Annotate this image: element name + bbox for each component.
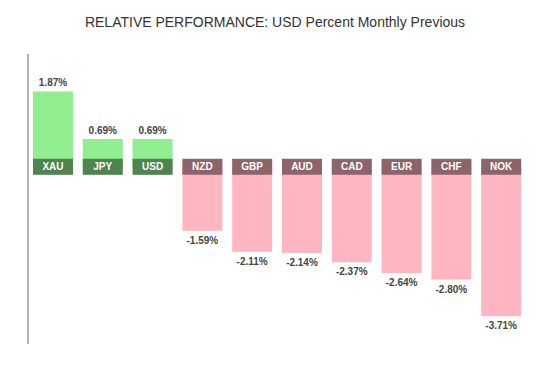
svg-text:CAD: CAD (341, 161, 363, 172)
svg-text:CHF: CHF (441, 161, 462, 172)
svg-text:-3.71%: -3.71% (485, 320, 517, 331)
svg-text:-2.11%: -2.11% (237, 256, 268, 267)
svg-text:NOK: NOK (490, 161, 513, 172)
svg-text:0.69%: 0.69% (89, 125, 117, 136)
svg-text:-2.64%: -2.64% (386, 277, 418, 288)
svg-text:GBP: GBP (241, 161, 263, 172)
svg-text:XAU: XAU (42, 161, 63, 172)
svg-text:NZD: NZD (192, 161, 213, 172)
svg-text:EUR: EUR (391, 161, 413, 172)
svg-text:0.69%: 0.69% (138, 125, 166, 136)
html-text:RELATIVE PERFORMANCE: USD Perc: RELATIVE PERFORMANCE: USD Percent Monthl… (84, 14, 466, 30)
svg-text:JPY: JPY (93, 161, 112, 172)
svg-text:1.87%: 1.87% (39, 77, 67, 88)
svg-text:-1.59%: -1.59% (187, 235, 219, 246)
svg-text:USD: USD (142, 161, 163, 172)
svg-text:-2.37%: -2.37% (336, 266, 368, 277)
svg-text:-2.80%: -2.80% (436, 284, 468, 295)
svg-text:AUD: AUD (291, 161, 313, 172)
svg-text:-2.14%: -2.14% (286, 257, 318, 268)
